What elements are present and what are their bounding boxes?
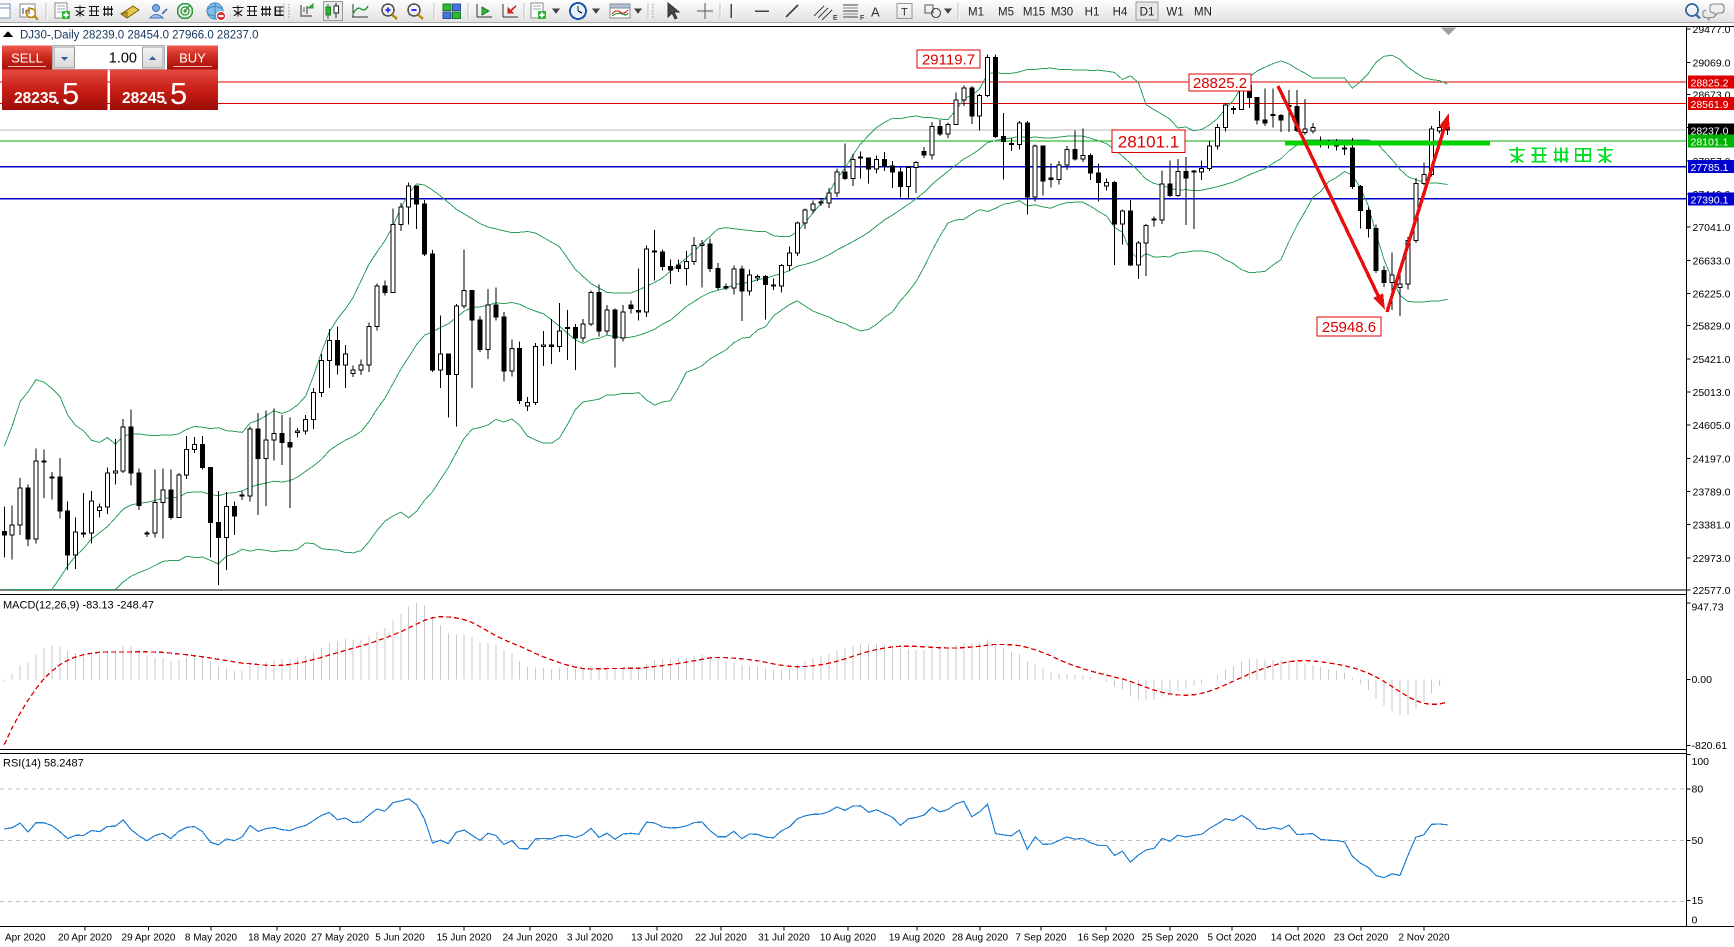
svg-text:26225.0: 26225.0 [1693, 289, 1731, 301]
svg-text:947.73: 947.73 [1692, 602, 1724, 614]
svg-text:18 May 2020: 18 May 2020 [248, 933, 306, 944]
svg-text:29119.7: 29119.7 [922, 51, 975, 68]
svg-text:14 Oct 2020: 14 Oct 2020 [1271, 933, 1326, 944]
svg-text:1.00: 1.00 [109, 51, 137, 67]
svg-text:.: . [163, 89, 168, 108]
svg-text:28561.9: 28561.9 [1691, 99, 1729, 111]
svg-text:5: 5 [62, 76, 79, 111]
svg-text:M15: M15 [1023, 7, 1045, 19]
svg-text:20 Apr 2020: 20 Apr 2020 [58, 933, 112, 944]
svg-text:E: E [833, 15, 838, 22]
svg-text:T: T [901, 7, 908, 19]
svg-text:M5: M5 [998, 7, 1014, 19]
svg-text:13 Jul 2020: 13 Jul 2020 [631, 933, 683, 944]
svg-text:3 Jul 2020: 3 Jul 2020 [567, 933, 614, 944]
svg-text:26633.0: 26633.0 [1693, 255, 1731, 267]
svg-text:0.00: 0.00 [1692, 674, 1713, 686]
svg-text:27041.0: 27041.0 [1693, 222, 1731, 234]
svg-text:W1: W1 [1166, 7, 1183, 19]
svg-text:28101.1: 28101.1 [1691, 137, 1729, 149]
svg-text:SELL: SELL [11, 51, 43, 66]
svg-text:10 Aug 2020: 10 Aug 2020 [820, 933, 877, 944]
svg-text:H1: H1 [1085, 7, 1100, 19]
svg-text:DJ30-,Daily 28239.0 28454.0 2: DJ30-,Daily 28239.0 28454.0 27966.0 2823… [20, 30, 259, 42]
svg-text:25829.0: 25829.0 [1693, 321, 1731, 333]
svg-text:31 Jul 2020: 31 Jul 2020 [758, 933, 810, 944]
svg-text:16 Sep 2020: 16 Sep 2020 [1078, 933, 1135, 944]
svg-text:D1: D1 [1140, 7, 1155, 19]
svg-text:BUY: BUY [179, 51, 206, 66]
svg-text:27785.1: 27785.1 [1691, 162, 1729, 174]
svg-text:28245: 28245 [122, 90, 165, 107]
svg-text:27 May 2020: 27 May 2020 [311, 933, 369, 944]
svg-text:F: F [860, 15, 864, 22]
svg-text:24605.0: 24605.0 [1693, 420, 1731, 432]
svg-text:8 May 2020: 8 May 2020 [185, 933, 238, 944]
svg-text:28 Aug 2020: 28 Aug 2020 [952, 933, 1009, 944]
svg-text:25948.6: 25948.6 [1322, 319, 1376, 336]
svg-text:RSI(14) 58.2487: RSI(14) 58.2487 [3, 758, 84, 770]
svg-text:25 Sep 2020: 25 Sep 2020 [1142, 933, 1199, 944]
svg-text:28825.2: 28825.2 [1691, 78, 1729, 90]
svg-text:22973.0: 22973.0 [1693, 553, 1731, 565]
svg-text:22577.0: 22577.0 [1693, 585, 1731, 597]
svg-text:5 Oct 2020: 5 Oct 2020 [1208, 933, 1257, 944]
svg-text:-820.61: -820.61 [1692, 740, 1728, 752]
svg-text:MN: MN [1194, 7, 1212, 19]
svg-text:25013.0: 25013.0 [1693, 387, 1731, 399]
svg-text:28101.1: 28101.1 [1118, 132, 1179, 151]
svg-text:25421.0: 25421.0 [1693, 354, 1731, 366]
svg-text:Apr 2020: Apr 2020 [5, 933, 46, 944]
svg-text:100: 100 [1692, 756, 1710, 768]
svg-text:29069.0: 29069.0 [1693, 57, 1731, 69]
svg-text:22 Jul 2020: 22 Jul 2020 [695, 933, 747, 944]
svg-text:M30: M30 [1051, 7, 1073, 19]
svg-text:7 Sep 2020: 7 Sep 2020 [1015, 933, 1067, 944]
svg-text:23381.0: 23381.0 [1693, 520, 1731, 532]
svg-text:.: . [55, 89, 60, 108]
svg-text:15 Jun 2020: 15 Jun 2020 [436, 933, 491, 944]
svg-text:A: A [871, 5, 880, 20]
svg-text:H4: H4 [1113, 7, 1128, 19]
svg-text:2 Nov 2020: 2 Nov 2020 [1398, 933, 1450, 944]
svg-text:24 Jun 2020: 24 Jun 2020 [502, 933, 557, 944]
svg-text:MACD(12,26,9) -83.13 -248.47: MACD(12,26,9) -83.13 -248.47 [3, 600, 154, 612]
svg-text:15: 15 [1692, 895, 1704, 907]
svg-text:19 Aug 2020: 19 Aug 2020 [889, 933, 946, 944]
svg-text:5 Jun 2020: 5 Jun 2020 [375, 933, 425, 944]
svg-text:80: 80 [1692, 784, 1704, 796]
svg-text:5: 5 [170, 76, 187, 111]
svg-text:23789.0: 23789.0 [1693, 487, 1731, 499]
svg-text:0: 0 [1692, 915, 1698, 927]
svg-text:50: 50 [1692, 835, 1704, 847]
svg-text:24197.0: 24197.0 [1693, 453, 1731, 465]
svg-text:29 Apr 2020: 29 Apr 2020 [122, 933, 176, 944]
svg-text:28235: 28235 [14, 90, 57, 107]
svg-text:28825.2: 28825.2 [1193, 75, 1247, 92]
svg-text:23 Oct 2020: 23 Oct 2020 [1334, 933, 1389, 944]
svg-text:29477.0: 29477.0 [1693, 24, 1731, 36]
svg-text:27390.1: 27390.1 [1691, 194, 1729, 206]
svg-text:M1: M1 [968, 7, 984, 19]
